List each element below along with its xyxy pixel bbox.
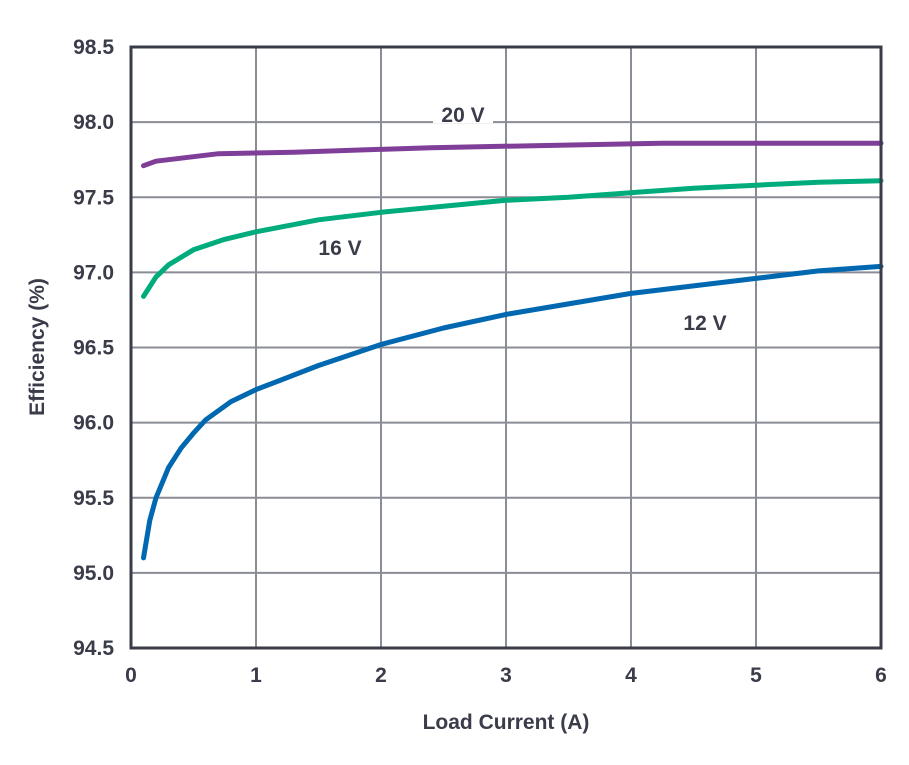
y-tick-label: 95.0	[73, 562, 114, 585]
y-tick-label: 98.0	[73, 111, 114, 134]
x-tick-label: 3	[500, 664, 512, 687]
y-tick-label: 94.5	[73, 637, 114, 660]
series-labels: 20 V 16 V 12 V	[310, 97, 735, 335]
x-tick-label: 5	[750, 664, 762, 687]
label-background	[675, 305, 735, 331]
label-background	[433, 97, 493, 123]
plot-frame	[129, 45, 883, 650]
series-label: 20 V	[441, 104, 484, 127]
x-tick-label: 1	[250, 664, 262, 687]
series-lines	[141, 140, 884, 561]
series-line-16v	[141, 178, 884, 299]
series-line-20v	[141, 140, 884, 169]
x-tick-label: 6	[875, 664, 887, 687]
tick-labels: 0 1 2 3 4 5 6 94.5 95.0 95.5 96.0 96.5 97.0 97.5 98.0 9…	[73, 36, 887, 687]
label-background	[310, 230, 370, 256]
series-label: 12 V	[683, 312, 726, 335]
series-line-12v	[141, 263, 884, 561]
x-tick-label: 2	[375, 664, 387, 687]
y-axis-label: Efficiency (%)	[26, 278, 49, 416]
x-axis-label: Load Current (A)	[423, 711, 590, 734]
series-label: 16 V	[318, 237, 361, 260]
x-tick-label: 0	[125, 664, 137, 687]
y-tick-label: 97.0	[73, 261, 114, 284]
y-tick-label: 95.5	[73, 487, 114, 510]
grid	[130, 46, 882, 649]
y-tick-label: 97.5	[73, 186, 114, 209]
y-tick-label: 98.5	[73, 36, 114, 59]
y-tick-label: 96.5	[73, 337, 114, 360]
y-tick-label: 96.0	[73, 412, 114, 435]
x-tick-label: 4	[625, 664, 637, 687]
